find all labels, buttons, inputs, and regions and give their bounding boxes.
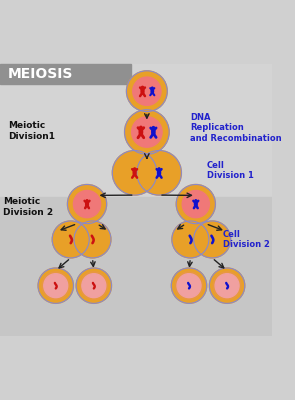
Circle shape [172,221,209,258]
Polygon shape [158,168,160,170]
Polygon shape [134,168,136,170]
Polygon shape [152,129,155,135]
Polygon shape [86,202,88,206]
Circle shape [80,272,108,300]
Circle shape [74,221,111,258]
Bar [0,64,272,197]
Polygon shape [86,200,88,201]
Circle shape [38,268,73,303]
Text: Meiotic
Division1: Meiotic Division1 [8,121,55,140]
Circle shape [127,71,167,112]
Text: MEIOSIS: MEIOSIS [8,67,73,81]
Circle shape [82,274,106,298]
Polygon shape [152,87,153,89]
Circle shape [76,268,112,303]
Circle shape [137,150,181,195]
Polygon shape [152,126,155,129]
Text: DNA
Replication
and Recombination: DNA Replication and Recombination [190,113,282,143]
Bar [0,64,131,84]
Circle shape [175,272,203,300]
Circle shape [124,110,169,154]
Polygon shape [142,86,143,88]
Circle shape [176,184,215,224]
Circle shape [213,272,241,300]
Circle shape [52,221,89,258]
Circle shape [42,272,70,300]
Circle shape [171,268,207,303]
Circle shape [112,150,157,195]
Circle shape [68,184,106,224]
Circle shape [209,268,245,303]
Circle shape [132,117,162,147]
Circle shape [177,274,201,298]
Circle shape [194,221,231,258]
Polygon shape [195,200,197,201]
Circle shape [133,77,161,105]
Text: Cell
Division 2: Cell Division 2 [223,230,270,249]
Text: Cell
Division 1: Cell Division 1 [207,160,254,180]
Circle shape [73,190,101,218]
Bar [0,197,272,336]
Polygon shape [141,88,144,94]
Circle shape [44,274,68,298]
Polygon shape [151,89,153,94]
Polygon shape [194,202,197,206]
Polygon shape [139,128,142,136]
Circle shape [182,190,209,218]
Circle shape [215,274,239,298]
Polygon shape [133,170,136,176]
Text: Meiotic
Division 2: Meiotic Division 2 [3,197,53,217]
Polygon shape [158,170,160,176]
Polygon shape [140,126,142,128]
